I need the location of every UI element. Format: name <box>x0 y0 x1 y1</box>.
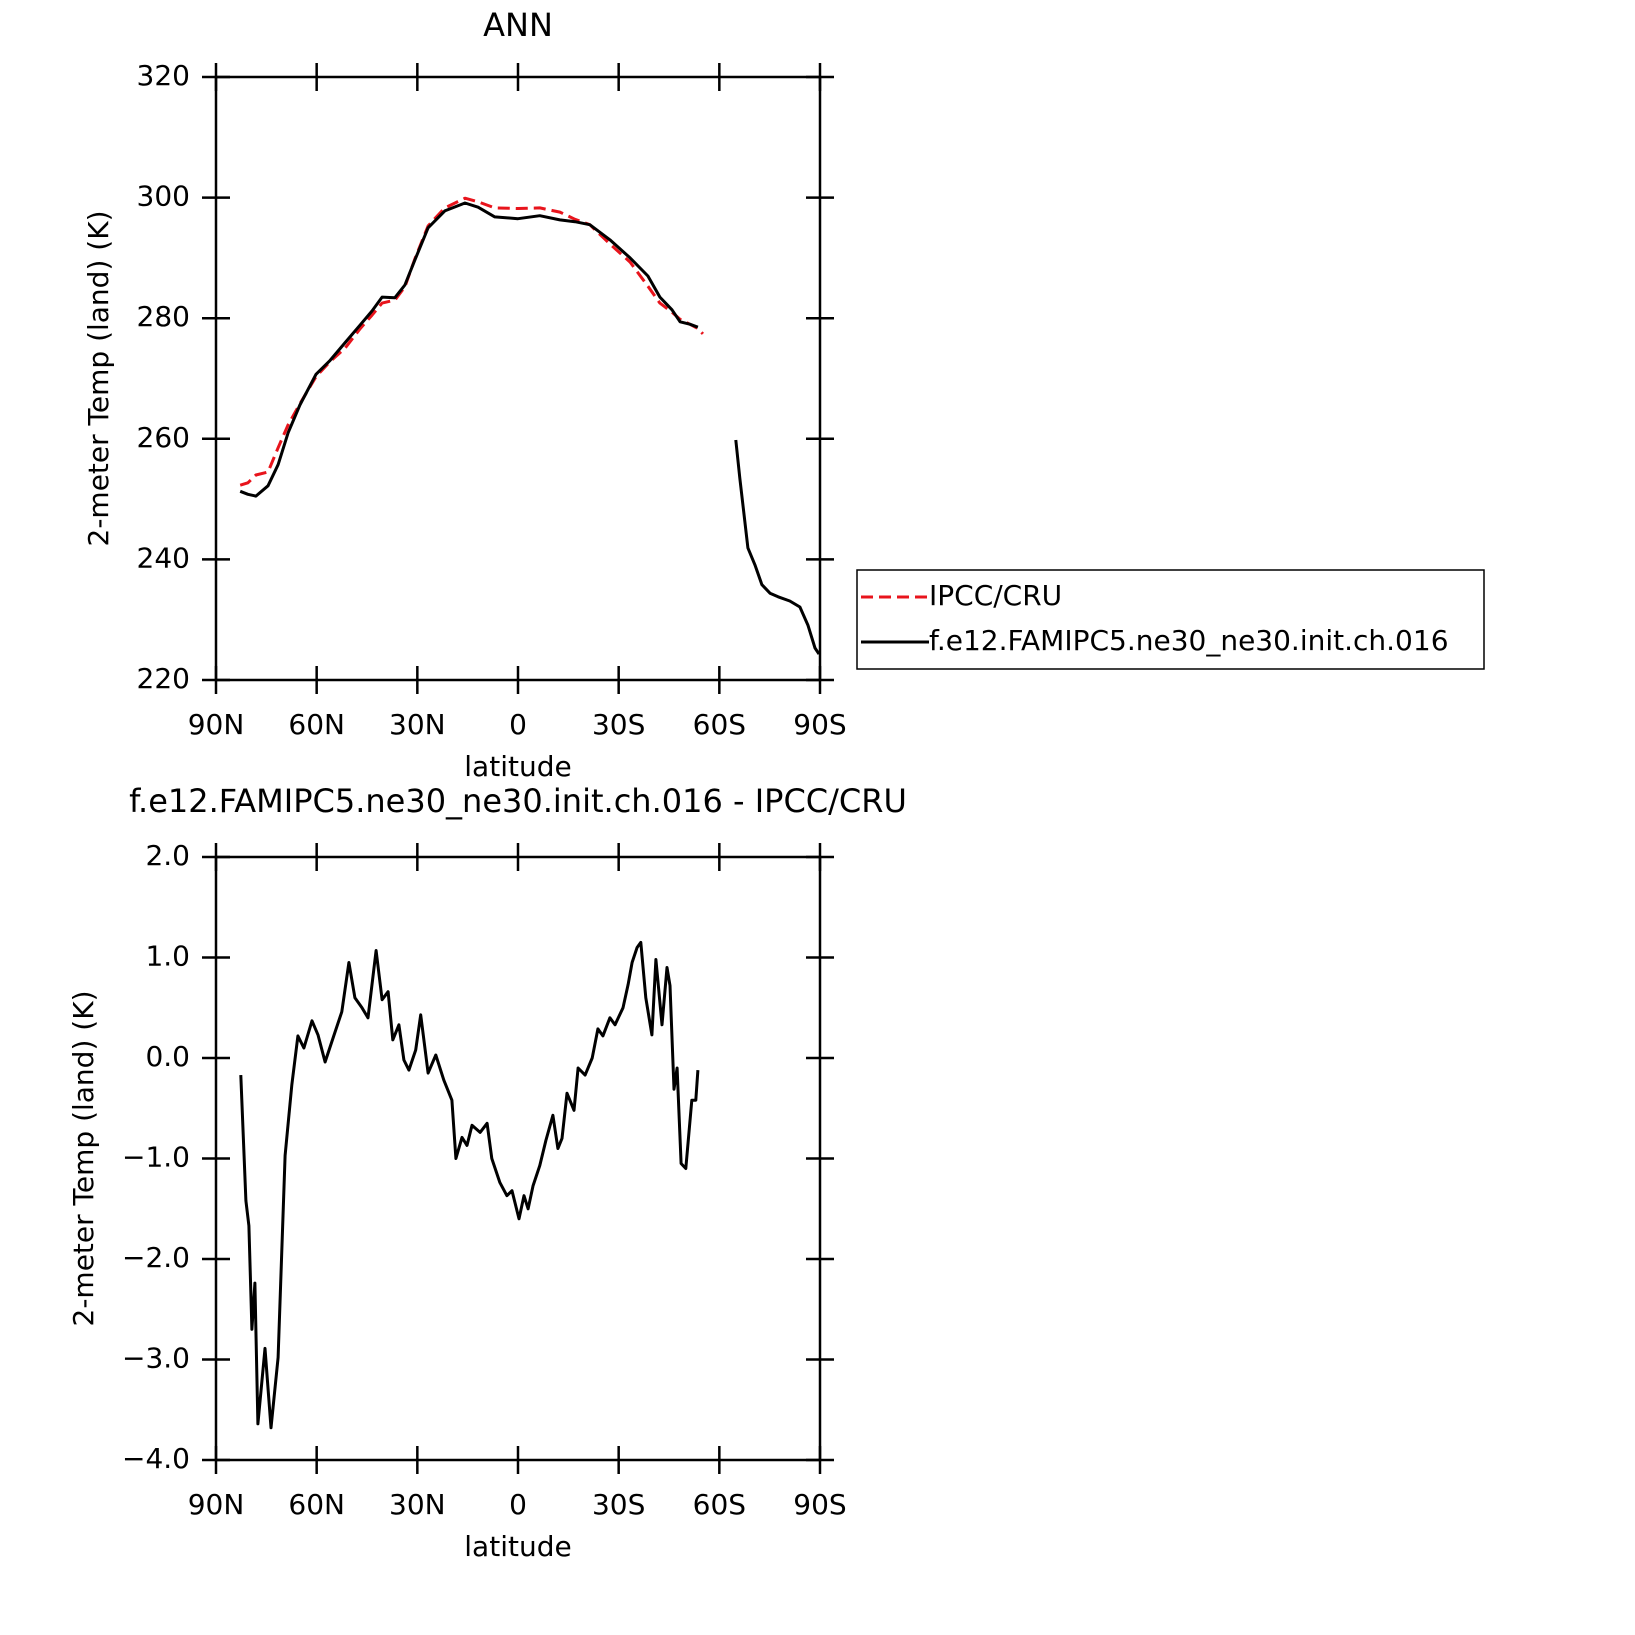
x-tick-label: 30N <box>389 708 446 741</box>
y-tick-label: 1.0 <box>145 940 190 973</box>
x-tick-label: 60N <box>288 708 345 741</box>
y-tick-label: 0.0 <box>145 1040 190 1073</box>
chart-title: ANN <box>483 6 553 44</box>
x-tick-label: 30S <box>592 1488 645 1521</box>
y-tick-label: 300 <box>137 180 190 213</box>
x-axis-label: latitude <box>464 1530 571 1563</box>
chart-title: f.e12.FAMIPC5.ne30_ne30.init.ch.016 - IP… <box>129 782 907 820</box>
y-tick-label: 220 <box>137 662 190 695</box>
x-tick-label: 90S <box>793 708 846 741</box>
x-tick-label: 60S <box>693 708 746 741</box>
y-tick-label: 260 <box>137 421 190 454</box>
x-tick-label: 0 <box>509 1488 527 1521</box>
legend-label: IPCC/CRU <box>929 579 1062 612</box>
y-tick-label: 280 <box>137 300 190 333</box>
data-line <box>239 940 700 1430</box>
x-tick-label: 90N <box>188 708 245 741</box>
x-axis-label: latitude <box>464 750 571 783</box>
y-tick-label: 240 <box>137 541 190 574</box>
y-tick-label: −4.0 <box>122 1442 190 1475</box>
y-tick-label: 2.0 <box>145 839 190 872</box>
legend-box <box>856 569 1485 670</box>
x-tick-label: 90S <box>793 1488 846 1521</box>
y-tick-label: −3.0 <box>122 1342 190 1375</box>
y-tick-label: −2.0 <box>122 1241 190 1274</box>
plot-frame <box>214 75 822 682</box>
x-tick-label: 30N <box>389 1488 446 1521</box>
y-axis-label: 2-meter Temp (land) (K) <box>67 991 100 1327</box>
x-tick-label: 30S <box>592 708 645 741</box>
y-axis-label: 2-meter Temp (land) (K) <box>82 211 115 547</box>
x-tick-label: 60S <box>693 1488 746 1521</box>
legend-label: f.e12.FAMIPC5.ne30_ne30.init.ch.016 <box>929 624 1449 657</box>
plot-frame <box>214 855 822 1462</box>
data-line <box>239 201 821 655</box>
x-tick-label: 60N <box>288 1488 345 1521</box>
x-tick-label: 0 <box>509 708 527 741</box>
y-tick-label: −1.0 <box>122 1141 190 1174</box>
x-tick-label: 90N <box>188 1488 245 1521</box>
y-tick-label: 320 <box>137 59 190 92</box>
